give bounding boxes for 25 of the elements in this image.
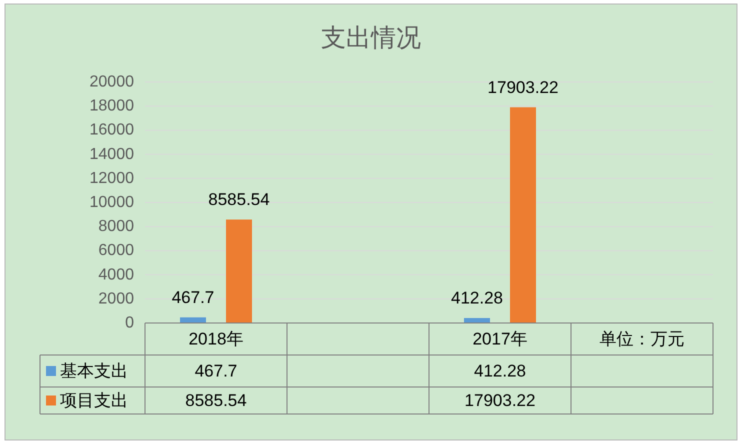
data-label: 17903.22: [488, 78, 558, 97]
ytick: 12000: [90, 170, 134, 187]
ytick: 16000: [90, 122, 134, 139]
category: 2017年: [472, 330, 528, 348]
legend-label: 项目支出: [60, 391, 128, 410]
category: 2018年: [188, 330, 244, 348]
ytick: 18000: [90, 98, 134, 115]
table-value: 17903.22: [464, 391, 536, 410]
ytick: 2000: [98, 290, 134, 308]
table-value: 467.7: [194, 362, 238, 380]
data-label: 467.7: [172, 288, 214, 307]
table-value: 412.28: [474, 362, 526, 380]
ytick: 10000: [90, 194, 134, 211]
data-label: 8585.54: [208, 190, 270, 210]
legend-label: 基本支出: [60, 362, 128, 380]
data-label: 412.28: [451, 288, 503, 308]
category: 单位：万元: [600, 330, 684, 348]
ytick: 0: [125, 314, 134, 332]
title: 支出情况: [321, 24, 421, 52]
ytick: 14000: [90, 146, 134, 163]
ytick: 6000: [98, 242, 134, 260]
ytick: 20000: [90, 74, 134, 90]
ytick: 4000: [98, 266, 134, 284]
table-value: 8585.54: [185, 391, 247, 410]
ytick: 8000: [98, 218, 134, 236]
